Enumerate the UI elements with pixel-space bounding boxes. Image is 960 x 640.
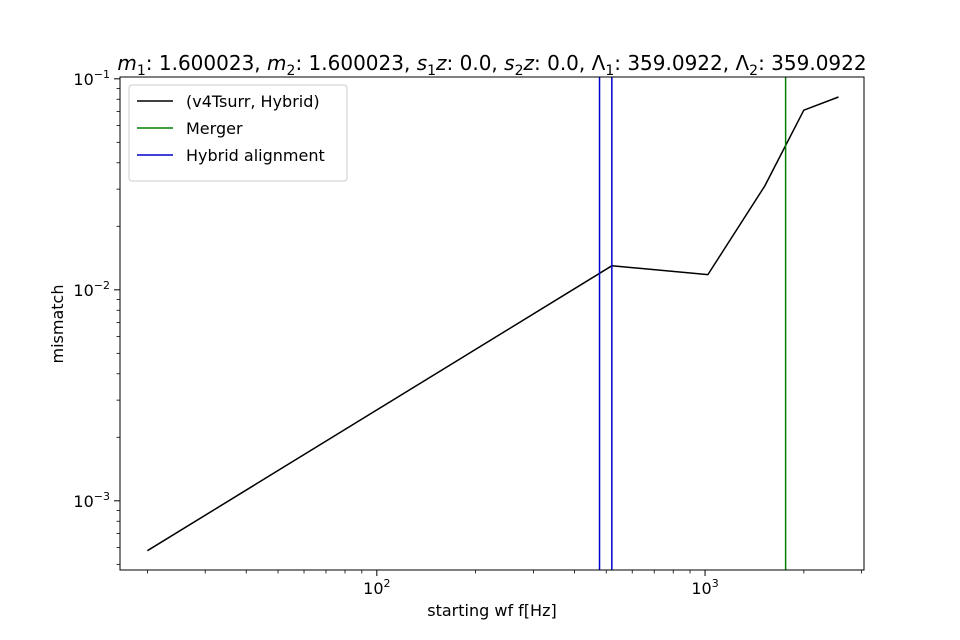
y-axis: 10−310−210−1 <box>73 68 120 565</box>
tick-exponent: −1 <box>94 68 110 81</box>
title-part: m <box>117 51 136 75</box>
x-axis-label: starting wf f[Hz] <box>427 601 556 620</box>
tick-base: 10 <box>73 70 93 89</box>
plot-area <box>147 77 839 570</box>
title-part: : 359.0922 <box>758 51 867 75</box>
y-tick-label: 10−2 <box>73 279 110 300</box>
y-tick-label: 10−1 <box>73 68 110 89</box>
legend-label: Merger <box>186 119 243 138</box>
title-part: : 1.600023, <box>146 51 267 75</box>
y-tick-label: 10−3 <box>73 490 110 511</box>
title-part: z <box>523 51 535 75</box>
x-axis: 102 103 <box>147 570 863 598</box>
tick-exponent: 2 <box>384 577 391 590</box>
x-tick-label: 103 <box>691 577 718 598</box>
tick-base: 10 <box>363 579 383 598</box>
series-line <box>147 96 839 552</box>
axes-frame <box>119 76 865 571</box>
title-part: s <box>504 51 514 75</box>
chart-title: m1​: 1.600023, m2​: 1.600023, s1​z: 0.0,… <box>117 51 866 79</box>
title-part: 1 <box>137 63 146 79</box>
tick-base: 10 <box>691 579 711 598</box>
legend-label: (v4Tsurr, Hybrid) <box>186 92 320 111</box>
y-axis-label: mismatch <box>48 285 67 364</box>
title-part: s <box>417 51 427 75</box>
x-tick-label: 102 <box>363 577 390 598</box>
title-part: 1 <box>427 63 436 79</box>
title-part: 1 <box>605 63 614 79</box>
title-part: : 0.0, Λ <box>534 51 606 75</box>
tick-base: 10 <box>73 281 93 300</box>
legend: (v4Tsurr, Hybrid) Merger Hybrid alignment <box>128 84 348 182</box>
title-part: m <box>267 51 286 75</box>
title-part: : 1.600023, <box>295 51 416 75</box>
title-part: : 359.0922, Λ <box>614 51 749 75</box>
tick-exponent: −2 <box>94 279 110 292</box>
title-part: : 0.0, <box>447 51 505 75</box>
tick-exponent: 3 <box>712 577 719 590</box>
title-part: z <box>435 51 447 75</box>
tick-exponent: −3 <box>94 490 110 503</box>
legend-label: Hybrid alignment <box>186 146 325 165</box>
tick-base: 10 <box>73 492 93 511</box>
title-part: 2 <box>287 63 296 79</box>
legend-box <box>128 84 348 182</box>
title-part: 2 <box>515 63 524 79</box>
title-part: 2 <box>749 63 758 79</box>
